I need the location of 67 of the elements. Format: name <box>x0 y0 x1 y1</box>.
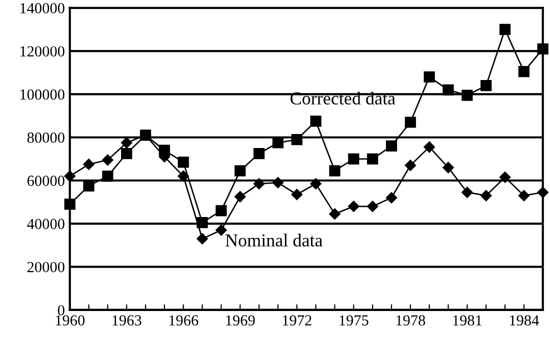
point <box>499 172 511 183</box>
point <box>366 200 378 212</box>
point <box>442 84 454 96</box>
x-tick-label: 1966 <box>169 315 198 326</box>
point <box>83 180 94 192</box>
point <box>253 178 265 190</box>
point <box>121 148 132 160</box>
point <box>291 188 302 200</box>
point <box>480 190 492 202</box>
point <box>329 208 340 220</box>
point <box>216 224 227 236</box>
point <box>424 71 435 83</box>
point <box>216 205 227 216</box>
point <box>102 154 114 166</box>
point <box>329 165 340 176</box>
point <box>310 116 322 127</box>
point <box>386 192 398 204</box>
y-tick-label: 120000 <box>20 46 64 57</box>
point <box>83 158 94 170</box>
series-label: Corrected data <box>290 92 396 105</box>
point <box>518 190 530 202</box>
point <box>102 170 114 182</box>
point <box>64 170 76 182</box>
point <box>196 217 208 228</box>
point <box>462 186 473 198</box>
x-tick-label: 1984 <box>510 315 539 326</box>
point <box>348 153 360 164</box>
point <box>64 198 76 210</box>
point <box>196 233 208 244</box>
point <box>499 24 511 36</box>
x-tick-label: 1981 <box>453 315 482 326</box>
point <box>272 177 284 188</box>
y-tick-label: 60000 <box>27 176 64 186</box>
point <box>537 186 548 198</box>
point <box>348 200 360 212</box>
x-tick-label: 1978 <box>396 315 426 326</box>
x-tick-label: 1969 <box>226 315 255 326</box>
y-tick-label: 80000 <box>27 132 64 143</box>
series-label: Nominal data <box>226 234 323 247</box>
point <box>424 141 435 153</box>
point <box>178 170 189 182</box>
y-tick-label: 140000 <box>20 3 64 14</box>
point <box>404 116 416 128</box>
x-tick-label: 1963 <box>112 315 142 326</box>
point <box>178 156 189 168</box>
point <box>537 43 548 54</box>
point <box>234 191 246 202</box>
y-tick-label: 0 <box>58 305 64 316</box>
point <box>480 80 492 92</box>
point <box>121 137 132 148</box>
y-tick-label: 100000 <box>20 89 64 100</box>
point <box>234 165 246 176</box>
x-tick-label: 1975 <box>340 315 368 326</box>
y-tick-label: 20000 <box>27 262 64 272</box>
point <box>253 148 265 160</box>
y-tick-label: 40000 <box>27 218 64 230</box>
point <box>442 162 454 174</box>
x-tick-label: 1972 <box>282 315 312 326</box>
x-tick-label: 1960 <box>56 315 85 326</box>
point <box>518 66 530 78</box>
point <box>404 160 416 172</box>
point <box>367 153 378 164</box>
point <box>310 178 322 190</box>
point <box>462 90 473 101</box>
point <box>272 137 284 148</box>
point <box>386 140 398 152</box>
point <box>291 134 302 146</box>
